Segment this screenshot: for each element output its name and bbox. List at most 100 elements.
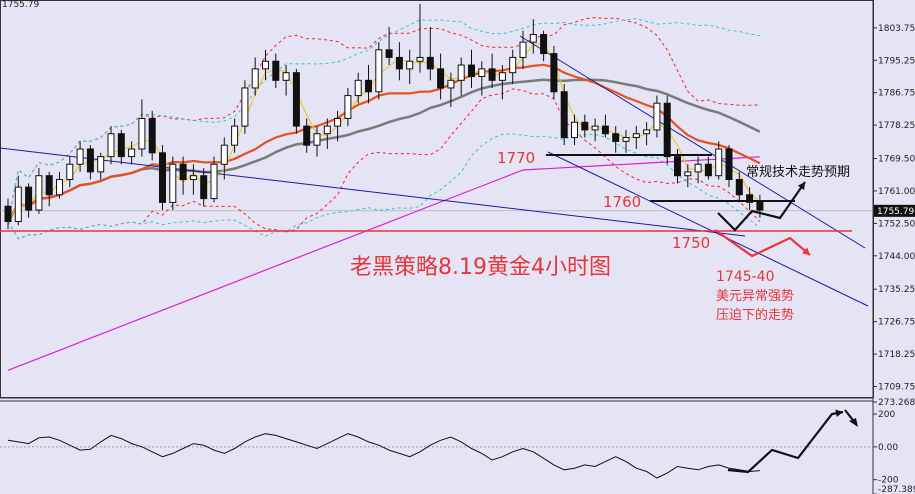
candle-body [272,60,280,81]
candle-body [66,163,74,181]
candle-body [725,148,733,181]
indicator-arrow-down-head [849,418,858,427]
indicator-tick-label: 0.00 [878,443,898,453]
candle-body [365,79,372,93]
candle-body [148,117,156,154]
forecast-label: 常规技术走势预期 [746,164,850,180]
current-price-box [874,204,915,217]
candle-body [282,72,290,81]
candle-body [354,79,362,97]
candle-body [169,163,177,203]
candle-body [488,68,496,81]
channel-lower [547,151,869,307]
candle-body [86,148,94,173]
ma-magenta [7,156,760,371]
candle-body [128,148,136,158]
band-lower-cyan [7,133,761,240]
candle-body [694,163,702,173]
candle-body [529,34,537,43]
candle-body [251,68,259,89]
forecast-arrows [714,181,811,258]
candle-body [406,60,414,70]
forecast-arrow-red-head [802,247,810,255]
candle-body [35,175,43,211]
channel-upper [519,35,866,249]
candle-body [622,137,630,142]
level-label-1770: 1770 [497,149,535,167]
candle-body [138,117,146,150]
candle-body [746,194,754,203]
candle-body [107,133,115,158]
candle-body [632,133,640,139]
candle-body [591,125,599,131]
candle-body [313,133,321,146]
level-label-1750: 1750 [672,234,710,252]
candle-body [663,102,671,158]
ma-orange [7,63,761,223]
candle-body [4,205,12,222]
candle-body [292,72,300,127]
indicator-panel [0,409,873,479]
candle-body [117,133,125,158]
trend-line-long [0,147,746,237]
forecast-arrow-red [714,229,811,258]
candle-body [45,175,53,196]
note-line-1: 美元异常强势 [716,288,794,304]
target-label: 1745-40 [716,269,775,285]
candle-body [189,175,197,181]
candle-body [457,64,465,81]
band-upper-cyan [7,18,760,222]
indicator-forecast-arrow [727,410,844,474]
candle-body [25,186,33,211]
candle-body [498,72,506,81]
candle-body [601,125,609,135]
price-tick-label: 1795.25 [878,56,915,66]
candle-body [334,117,342,127]
candle-body [262,60,269,70]
indicator-tick-label: -287.389 [878,485,915,494]
forecast-arrow-black [717,181,806,232]
candle-body [179,163,187,181]
candle-body [447,79,455,89]
candle-body [756,201,764,211]
candle-body [14,186,22,222]
candle-body [241,87,249,127]
candle-body [468,64,475,77]
top-price-label: 1755.79 [2,0,39,10]
candle-body [581,121,589,131]
annotations: 老黑策略8.19黄金4小时图 1770 1760 1750 1745-40 美元… [350,149,850,323]
candle-body [416,56,424,62]
price-tick-label: 1769.50 [878,155,915,165]
candle-body [375,49,383,93]
candle-body [643,129,651,135]
candle-body [735,179,743,196]
candle-body [684,171,692,177]
candle-body [323,125,331,135]
candle-body [560,91,568,139]
trend-lines [0,35,869,307]
candle-body [540,34,548,55]
candle-body [426,56,434,70]
candle-body [220,144,228,165]
note-line-2: 压迫下的走势 [716,307,794,323]
level-label-1760: 1760 [603,193,641,211]
forecast-arrow-black-head [797,182,805,190]
candle-body [200,175,208,200]
candle-body [478,68,486,77]
indicator-line [7,433,760,479]
candles [4,4,764,230]
candle-body [344,95,352,119]
candle-body [519,41,527,58]
candle-body [715,148,723,177]
price-tick-label: 1735.25 [878,285,915,295]
chart-title: 老黑策略8.19黄金4小时图 [350,255,611,280]
price-tick-label: 1786.75 [878,89,915,99]
candle-body [231,125,239,146]
indicator-tick-label: -200 [878,476,899,486]
candle-body [612,133,620,142]
price-tick-label: 1726.75 [878,318,915,328]
candle-body [550,53,558,93]
candle-body [653,102,661,131]
